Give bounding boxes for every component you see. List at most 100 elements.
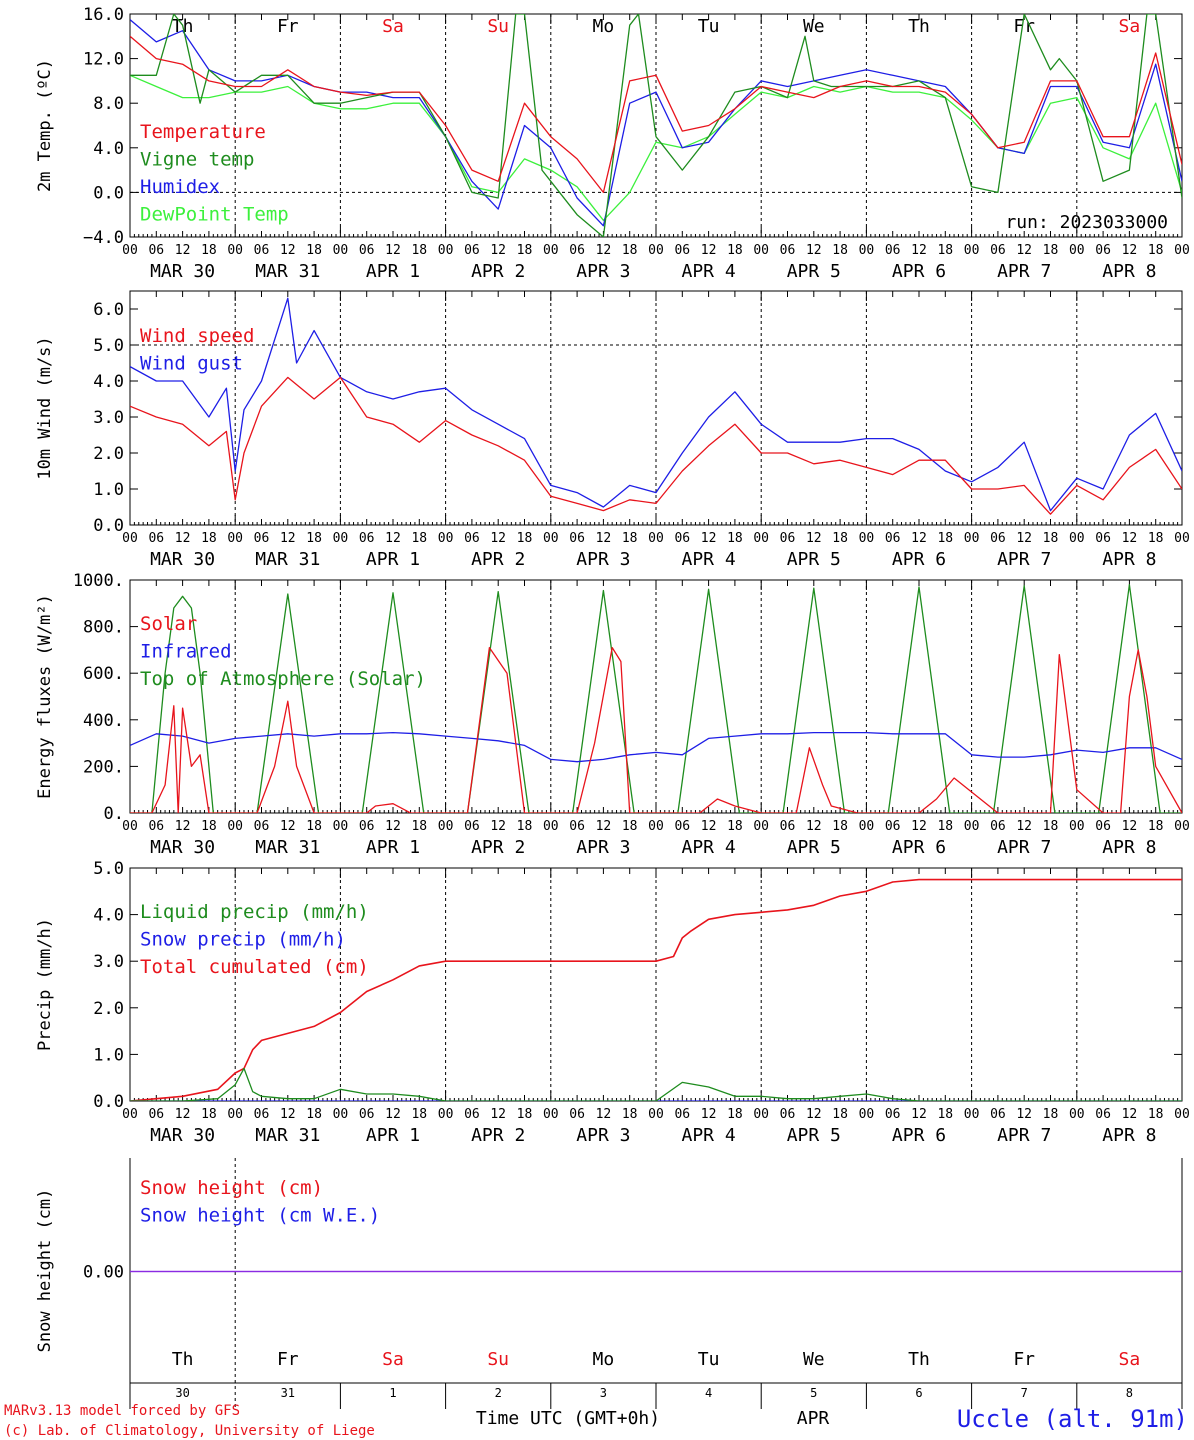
hour-label: 00 [964, 531, 980, 546]
hour-label: 12 [806, 531, 822, 546]
hour-label: 06 [674, 1107, 690, 1122]
date-label: MAR 31 [255, 549, 320, 570]
legend-entry: Vigne temp [140, 149, 254, 171]
hour-label: 18 [1043, 819, 1059, 834]
hour-label: 00 [438, 531, 454, 546]
series-line [130, 584, 1182, 813]
y-tick-label: 5.0 [93, 336, 124, 356]
y-tick-label: 3.0 [93, 952, 124, 972]
weekday-label: We [803, 1349, 825, 1370]
hour-label: 12 [911, 819, 927, 834]
hour-label: 00 [753, 531, 769, 546]
hour-label: 12 [701, 819, 717, 834]
hour-label: 18 [201, 819, 217, 834]
hour-label: 06 [990, 531, 1006, 546]
date-label: APR 1 [366, 837, 420, 858]
hour-label: 18 [1043, 243, 1059, 258]
hour-label: 06 [780, 531, 796, 546]
hour-label: 06 [359, 819, 375, 834]
y-tick-label: 8.0 [93, 94, 124, 114]
date-label: APR 7 [997, 549, 1051, 570]
series-group [130, 297, 1182, 515]
weekday-label: Su [487, 16, 509, 37]
day-number-label: 5 [810, 1386, 817, 1400]
y-tick-label: 0.0 [93, 516, 124, 536]
hour-label: 12 [1016, 819, 1032, 834]
date-label: APR 1 [366, 549, 420, 570]
hour-label: 00 [122, 1107, 138, 1122]
hour-label: 00 [648, 819, 664, 834]
hour-label: 12 [806, 243, 822, 258]
hour-label: 12 [701, 531, 717, 546]
weekday-label: Sa [1119, 1349, 1141, 1370]
day-number-label: 4 [705, 1386, 712, 1400]
hour-label: 06 [359, 1107, 375, 1122]
hour-label: 12 [490, 819, 506, 834]
y-axis-label: Precip (mm/h) [35, 918, 55, 1051]
hour-label: 18 [201, 531, 217, 546]
hour-label: 06 [1095, 243, 1111, 258]
weekday-label: Tu [698, 16, 720, 37]
hour-label: 06 [569, 243, 585, 258]
lab-credit: (c) Lab. of Climatology, University of L… [4, 1423, 375, 1439]
hour-label: 18 [1148, 531, 1164, 546]
station-label: Uccle (alt. 91m) [957, 1405, 1188, 1433]
hour-label: 06 [780, 1107, 796, 1122]
hour-label: 00 [543, 819, 559, 834]
series-line [130, 35, 1182, 194]
hour-label: 12 [175, 243, 191, 258]
y-tick-label: 0.0 [93, 183, 124, 203]
y-tick-label: −4.0 [83, 228, 124, 248]
weekday-label: Mo [593, 16, 615, 37]
hour-label: 18 [411, 531, 427, 546]
run-label: run: 2023033000 [1005, 212, 1168, 233]
hour-label: 00 [543, 531, 559, 546]
hour-label: 00 [753, 243, 769, 258]
hour-label: 12 [1122, 1107, 1138, 1122]
hour-label: 18 [937, 243, 953, 258]
hour-label: 18 [517, 1107, 533, 1122]
date-label: APR 2 [471, 261, 525, 282]
hour-label: 12 [596, 819, 612, 834]
hour-label: 00 [1069, 531, 1085, 546]
hour-label: 18 [1148, 243, 1164, 258]
precip-panel: 5.0 4.0 3.0 2.0 1.0 0.0 Precip (mm/h) 00 06 12 18 0… [35, 859, 1190, 1146]
date-label: APR 3 [576, 837, 630, 858]
hour-label: 00 [438, 819, 454, 834]
hour-label: 18 [832, 819, 848, 834]
hour-label: 18 [306, 1107, 322, 1122]
hour-label: 06 [464, 243, 480, 258]
y-tick-label: 0.0 [93, 1092, 124, 1112]
hour-label: 12 [596, 531, 612, 546]
hour-label: 06 [885, 819, 901, 834]
series-group [130, 14, 1182, 237]
legend-entry: Solar [140, 613, 197, 635]
hour-label: 12 [280, 819, 296, 834]
series-line [130, 376, 1182, 515]
hour-label: 18 [1148, 1107, 1164, 1122]
hour-label: 06 [148, 243, 164, 258]
hour-label: 00 [1069, 819, 1085, 834]
model-credit: MARv3.13 model forced by GFS [4, 1403, 240, 1419]
y-tick-label: 12.0 [83, 50, 124, 70]
month-label: APR [797, 1408, 830, 1429]
series-line [130, 19, 1182, 227]
hour-label: 06 [990, 243, 1006, 258]
hour-label: 18 [937, 1107, 953, 1122]
date-label: APR 8 [1102, 1125, 1156, 1146]
hour-label: 18 [1043, 1107, 1059, 1122]
y-tick-label: 16.0 [83, 5, 124, 25]
date-label: APR 6 [892, 837, 946, 858]
hour-label: 00 [227, 1107, 243, 1122]
weekday-label: Th [908, 1349, 930, 1370]
hour-label: 12 [175, 1107, 191, 1122]
hour-label: 00 [1174, 243, 1190, 258]
hour-label: 12 [911, 1107, 927, 1122]
date-label: MAR 31 [255, 261, 320, 282]
date-label: APR 8 [1102, 549, 1156, 570]
hour-label: 12 [596, 243, 612, 258]
hour-label: 06 [885, 531, 901, 546]
hour-label: 06 [569, 531, 585, 546]
legend-entry: Temperature [140, 121, 266, 143]
